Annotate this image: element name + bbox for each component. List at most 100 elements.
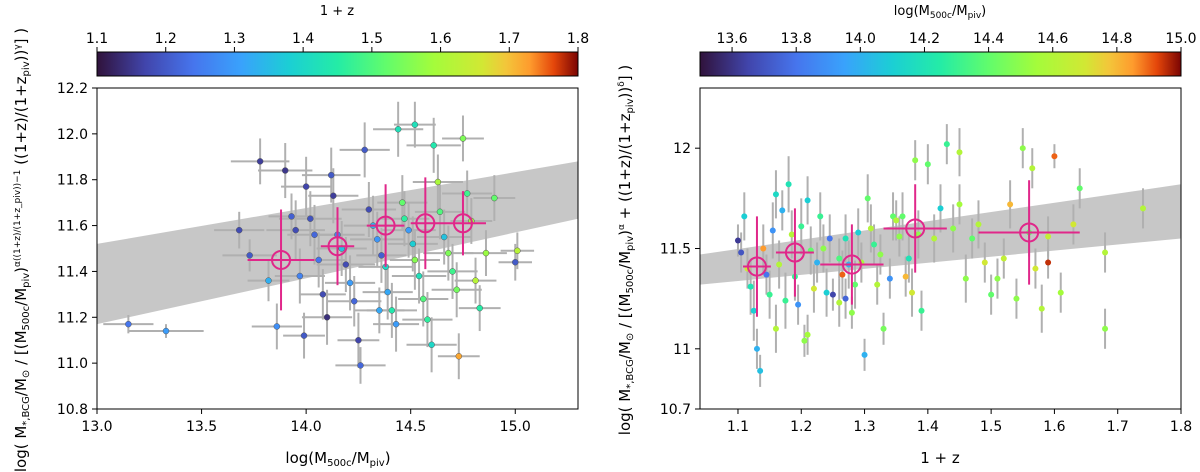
right-data-point bbox=[839, 271, 846, 278]
right-data-point bbox=[988, 291, 995, 298]
left-y-axis-title: log( M*,BCG/M⊙ / [(M500c/Mpiv)α((1+z)/(1… bbox=[12, 28, 32, 472]
right-data-point bbox=[769, 227, 776, 234]
left-y-tick-label: 10.8 bbox=[57, 402, 88, 418]
left-colorbar: 1 + z 1.1 1.2 1.3 1.4 1.5 1.6 1.7 1.8 bbox=[86, 4, 589, 77]
left-data-point bbox=[401, 215, 408, 222]
right-data-point bbox=[1102, 325, 1109, 332]
left-colorbar-tick-label: 1.2 bbox=[155, 31, 177, 47]
right-x-tick-label: 1.8 bbox=[1170, 419, 1192, 435]
right-data-point bbox=[962, 275, 969, 282]
right-data-point bbox=[785, 181, 792, 188]
right-plot-content bbox=[700, 124, 1181, 387]
right-data-point bbox=[782, 297, 789, 304]
left-data-point bbox=[434, 178, 442, 186]
right-data-point bbox=[766, 291, 773, 298]
right-binned-marker bbox=[841, 254, 862, 275]
right-data-point bbox=[842, 235, 849, 242]
right-data-point bbox=[842, 295, 849, 302]
right-y-axis-title: log( M*,BCG/M⊙ / [(M500c/Mpiv)α + ((1+z)… bbox=[616, 65, 636, 435]
right-y-tick-label: 10.7 bbox=[660, 402, 691, 418]
right-binned-marker bbox=[1019, 222, 1040, 243]
right-data-point bbox=[969, 235, 976, 242]
right-data-point bbox=[760, 245, 767, 252]
right-data-point bbox=[1070, 221, 1077, 228]
right-binned-marker bbox=[746, 256, 767, 277]
right-data-point bbox=[981, 259, 988, 266]
right-y-tick-label: 12 bbox=[673, 141, 691, 157]
right-panel: log(M500c/Mpiv) 13.6 13.8 14.0 14.2 14.4 14.6… bbox=[616, 4, 1197, 467]
left-binned-marker bbox=[375, 215, 396, 236]
right-data-point bbox=[943, 141, 950, 148]
left-data-point bbox=[319, 291, 327, 298]
left-data-point bbox=[440, 233, 448, 241]
right-data-point bbox=[814, 259, 821, 266]
left-data-point bbox=[463, 190, 471, 197]
right-data-point bbox=[909, 289, 916, 296]
left-data-point bbox=[307, 215, 314, 222]
left-data-point bbox=[342, 261, 350, 268]
right-data-point bbox=[918, 307, 925, 314]
left-data-point bbox=[472, 277, 479, 284]
right-data-point bbox=[1032, 265, 1039, 272]
left-y-tick-label: 11.4 bbox=[57, 264, 88, 280]
left-data-point bbox=[512, 259, 519, 266]
right-data-point bbox=[848, 309, 855, 316]
right-data-point bbox=[931, 235, 938, 242]
left-binned-marker bbox=[327, 236, 348, 257]
right-binned-marker bbox=[784, 242, 805, 263]
left-y-tick-label: 11.8 bbox=[57, 173, 88, 189]
left-data-point bbox=[491, 194, 498, 202]
right-colorbar-tick-label: 13.8 bbox=[781, 31, 812, 47]
left-colorbar-tick-label: 1.6 bbox=[429, 31, 451, 47]
left-data-point bbox=[376, 307, 383, 314]
right-data-point bbox=[817, 213, 824, 220]
right-data-point bbox=[826, 235, 833, 242]
right-data-point bbox=[1057, 289, 1064, 296]
left-data-point bbox=[300, 332, 308, 339]
right-data-point bbox=[1102, 249, 1109, 256]
left-data-point bbox=[445, 249, 452, 257]
left-colorbar-tick-label: 1.8 bbox=[567, 31, 589, 47]
left-data-point bbox=[419, 295, 427, 303]
right-data-point bbox=[896, 233, 903, 240]
right-data-point bbox=[994, 275, 1001, 282]
right-data-point bbox=[905, 255, 912, 262]
right-data-point bbox=[750, 307, 757, 314]
right-data-point bbox=[1140, 205, 1147, 212]
right-data-point bbox=[861, 351, 868, 358]
right-data-point bbox=[975, 221, 982, 228]
left-y-tick-label: 12.2 bbox=[57, 81, 88, 97]
left-x-tick-label: 13.0 bbox=[81, 419, 112, 435]
left-data-point bbox=[378, 252, 385, 259]
left-data-point bbox=[455, 353, 463, 360]
right-data-point bbox=[867, 225, 874, 232]
left-data-point bbox=[246, 252, 253, 259]
left-data-point bbox=[302, 183, 310, 190]
right-data-point bbox=[836, 299, 843, 306]
left-data-point bbox=[424, 316, 431, 323]
left-data-point bbox=[330, 192, 337, 200]
left-data-point bbox=[399, 199, 406, 206]
left-binned-marker bbox=[271, 249, 292, 270]
left-colorbar-tick-label: 1.5 bbox=[361, 31, 383, 47]
right-data-point bbox=[899, 213, 906, 220]
right-x-tick-label: 1.4 bbox=[917, 419, 939, 435]
right-data-point bbox=[772, 191, 779, 198]
left-plot-content bbox=[97, 101, 578, 384]
left-plot-area: 13.0 13.5 14.0 14.5 15.0 10.8 11.0 11.2 11.4 11.6… bbox=[57, 81, 579, 435]
right-data-point bbox=[1045, 259, 1052, 266]
right-colorbar-tick-label: 13.6 bbox=[716, 31, 747, 47]
right-data-point bbox=[852, 281, 859, 288]
right-data-point bbox=[880, 325, 887, 332]
left-data-point bbox=[327, 171, 335, 179]
right-colorbar-tick-label: 14.4 bbox=[973, 31, 1004, 47]
right-data-point bbox=[886, 275, 893, 282]
right-data-point bbox=[801, 337, 808, 344]
right-x-tick-label: 1.5 bbox=[980, 419, 1002, 435]
right-colorbar-tick-label: 14.8 bbox=[1101, 31, 1132, 47]
right-x-tick-label: 1.2 bbox=[790, 419, 812, 435]
right-data-point bbox=[1045, 233, 1052, 240]
left-x-tick-label: 13.5 bbox=[186, 419, 217, 435]
left-data-point bbox=[405, 226, 412, 234]
